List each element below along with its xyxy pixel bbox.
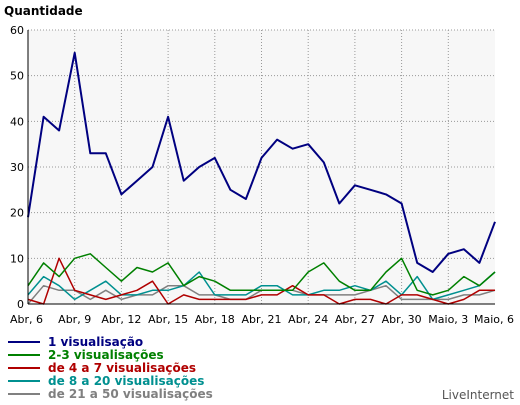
x-tick-label: Abr, 12	[101, 313, 141, 326]
x-tick-label: Abr, 15	[148, 313, 188, 326]
x-tick-label: Maio, 6	[474, 313, 514, 326]
legend-entry-4: de 8 a 20 visualisações	[48, 374, 204, 388]
series-line-1	[27, 51, 496, 273]
x-tick-label: Abr, 24	[288, 313, 328, 326]
x-tick-label: Abr, 21	[241, 313, 281, 326]
x-tick-labels: Abr, 6 Abr, 9 Abr, 12 Abr, 15 Abr, 18 Abr, 21…	[10, 313, 514, 326]
y-tick-label: 20	[10, 207, 24, 220]
credit-label: LiveInternet	[442, 388, 514, 402]
series-lines	[27, 51, 496, 305]
series-line-3	[27, 257, 495, 305]
y-tick-labels: 0 10 20 30 40 50 60	[10, 24, 24, 311]
legend-entry-1: 1 visualisação	[48, 335, 143, 349]
x-tick-label: Maio, 3	[428, 313, 468, 326]
x-tick-label: Abr, 9	[58, 313, 91, 326]
x-tick-label: Abr, 6	[10, 313, 43, 326]
legend-entry-5: de 21 a 50 visualisações	[48, 387, 213, 401]
x-tick-label: Abr, 27	[335, 313, 375, 326]
y-tick-label: 30	[10, 161, 24, 174]
y-tick-label: 40	[10, 115, 24, 128]
y-axis-label: Quantidade	[4, 4, 83, 18]
grid-lines	[28, 29, 495, 304]
y-tick-label: 50	[10, 70, 24, 83]
y-tick-label: 10	[10, 252, 24, 265]
legend-entry-3: de 4 a 7 visualisações	[48, 361, 196, 375]
legend-entry-2: 2-3 visualisações	[48, 348, 164, 362]
x-tick-label: Abr, 30	[382, 313, 422, 326]
y-tick-label: 0	[17, 298, 24, 311]
series-line-4	[27, 271, 496, 301]
series-line-2	[27, 253, 496, 296]
y-tick-label: 60	[10, 24, 24, 37]
x-tick-label: Abr, 18	[195, 313, 235, 326]
